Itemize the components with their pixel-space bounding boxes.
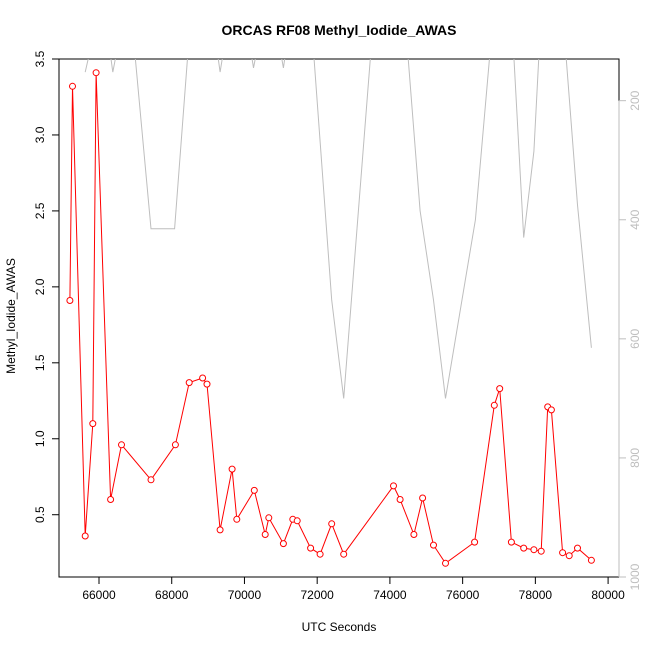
y2-axis: 200 400 600 800 1000 [618, 90, 642, 590]
y-tick-label: 3.5 [33, 50, 47, 67]
y2-tick-label: 800 [628, 448, 642, 468]
methyl-iodide-point [490, 401, 498, 409]
x-axis-label: UTC Seconds [302, 620, 377, 634]
methyl-iodide-point [390, 482, 397, 490]
methyl-iodide-point [265, 514, 273, 522]
chart-title: ORCAS RF08 Methyl_Iodide_AWAS [222, 22, 457, 38]
methyl-iodide-point [565, 552, 573, 560]
methyl-iodide-point [118, 441, 125, 449]
methyl-iodide-point [293, 517, 301, 525]
pressure-altitude-series [84, 59, 592, 399]
methyl-iodide-point [537, 547, 545, 555]
y-tick-label: 0.5 [33, 506, 47, 523]
y-tick-label: 1.0 [33, 430, 47, 447]
methyl-iodide-point [430, 541, 437, 549]
methyl-iodide-point [442, 559, 449, 567]
y-axis-label: Methyl_Iodide_AWAS [4, 258, 18, 374]
methyl-iodide-point [530, 546, 538, 554]
methyl-iodide-point [233, 515, 241, 523]
methyl-iodide-point [410, 531, 418, 538]
x-axis: 66000 68000 70000 72000 74000 76000 78000 80000 [82, 576, 625, 602]
methyl-iodide-point [574, 544, 581, 552]
methyl-iodide-point [92, 69, 100, 77]
x-tick-label: 78000 [519, 588, 553, 602]
methyl-iodide-point [496, 385, 504, 393]
methyl-iodide-point [261, 531, 269, 538]
methyl-iodide-point [250, 486, 258, 494]
methyl-iodide-point [547, 406, 555, 414]
y-tick-label: 2.5 [33, 202, 47, 219]
methyl-iodide-point [419, 494, 427, 502]
x-tick-label: 74000 [373, 588, 407, 602]
y2-tick-label: 200 [628, 90, 642, 110]
x-tick-label: 72000 [300, 588, 334, 602]
methyl-iodide-point [147, 476, 155, 484]
pressure-altitude-line [84, 59, 592, 399]
methyl-iodide-point [507, 538, 515, 546]
methyl-iodide-point [316, 550, 324, 558]
x-tick-label: 66000 [82, 588, 116, 602]
x-tick-label: 68000 [155, 588, 189, 602]
methyl-iodide-point [216, 526, 224, 534]
methyl-iodide-point [279, 540, 287, 548]
methyl-iodide-series [66, 69, 595, 567]
methyl-iodide-point [396, 496, 404, 503]
methyl-iodide-point [520, 544, 528, 552]
methyl-iodide-point [203, 380, 211, 388]
methyl-iodide-point [199, 374, 207, 382]
methyl-iodide-point [340, 550, 348, 558]
methyl-iodide-point [559, 549, 567, 557]
methyl-iodide-point [587, 556, 595, 564]
y-tick-label: 3.0 [33, 126, 47, 143]
x-tick-label: 80000 [591, 588, 625, 602]
methyl-iodide-point [228, 465, 236, 473]
y2-tick-label: 600 [628, 329, 642, 349]
methyl-iodide-point [89, 420, 97, 428]
y-tick-label: 1.5 [33, 354, 47, 371]
methyl-iodide-line [69, 72, 592, 565]
y-tick-label: 2.0 [33, 278, 47, 295]
methyl-iodide-point [185, 379, 193, 387]
methyl-iodide-point [107, 496, 115, 503]
y2-tick-label: 1000 [628, 563, 642, 590]
methyl-iodide-point [471, 538, 479, 546]
methyl-iodide-point [69, 82, 76, 90]
y2-tick-label: 400 [628, 209, 642, 229]
methyl-iodide-point [81, 532, 89, 540]
methyl-iodide-point [307, 544, 315, 552]
x-tick-label: 70000 [228, 588, 262, 602]
methyl-iodide-point [328, 520, 336, 528]
methyl-iodide-point [66, 297, 74, 304]
x-tick-label: 76000 [446, 588, 480, 602]
methyl-iodide-point [171, 441, 179, 449]
y-axis: 0.5 1.0 1.5 2.0 2.5 3.0 3.5 [33, 50, 60, 523]
